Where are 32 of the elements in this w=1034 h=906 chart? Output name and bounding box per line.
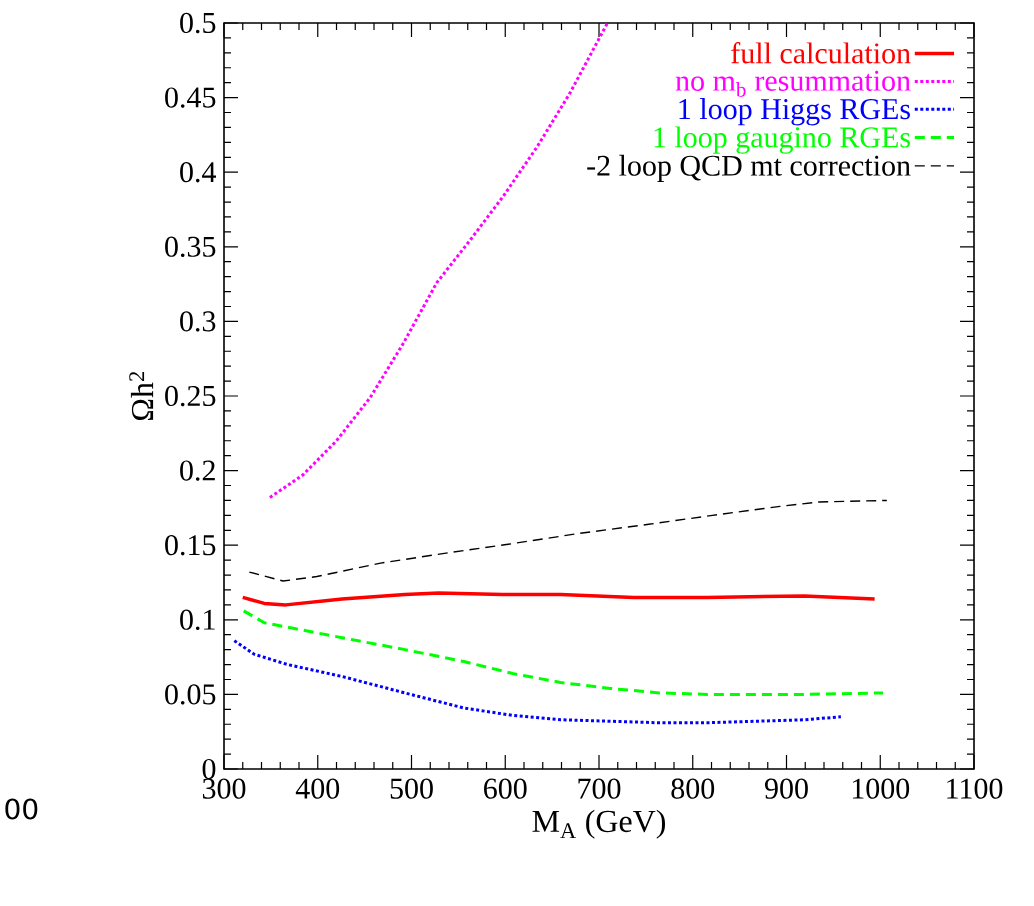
y-tick-label: 0.3 bbox=[180, 311, 216, 332]
x-tick-label: 600 bbox=[484, 778, 527, 799]
y-tick-label: 0.5 bbox=[180, 12, 216, 34]
line-series bbox=[241, 591, 877, 607]
x-tick-label: 300 bbox=[202, 778, 246, 799]
line-series bbox=[268, 23, 609, 499]
y-axis-title: Ωh$^{2}$ bbox=[129, 372, 154, 421]
x-tick-label: 1000 bbox=[852, 778, 910, 799]
line-series bbox=[232, 639, 843, 725]
legend-label: -2 loop QCD mt correction bbox=[587, 154, 911, 182]
legend-label: full calculation bbox=[731, 42, 911, 64]
legend-label: no m$_{b}$ resummation bbox=[675, 70, 911, 97]
y-tick-label: 0.35 bbox=[165, 236, 216, 257]
x-tick-label: 800 bbox=[671, 778, 715, 799]
y-tick-label: 0 bbox=[202, 758, 216, 780]
x-tick-label: 900 bbox=[764, 778, 808, 799]
legend-label: 1 loop gaugino RGEs bbox=[654, 126, 910, 154]
line-series bbox=[248, 499, 888, 582]
text: 00 bbox=[5, 798, 38, 820]
y-tick-label: 0.4 bbox=[180, 162, 217, 183]
x-tick-label: 700 bbox=[578, 778, 621, 799]
y-tick-label: 0.25 bbox=[165, 385, 216, 407]
y-tick-label: 0.2 bbox=[180, 460, 215, 481]
x-axis-title: M$_{A}$ (GeV) bbox=[532, 809, 666, 839]
y-tick-label: 0.05 bbox=[165, 684, 216, 705]
legend-label: 1 loop Higgs RGEs bbox=[679, 98, 910, 126]
y-tick-label: 0.1 bbox=[180, 609, 215, 630]
x-tick-label: 1100 bbox=[947, 778, 1003, 799]
x-tick-label: 500 bbox=[390, 778, 433, 799]
y-tick-label: 0.45 bbox=[165, 87, 216, 108]
y-tick-label: 0.15 bbox=[165, 535, 216, 556]
x-tick-label: 400 bbox=[295, 778, 340, 799]
